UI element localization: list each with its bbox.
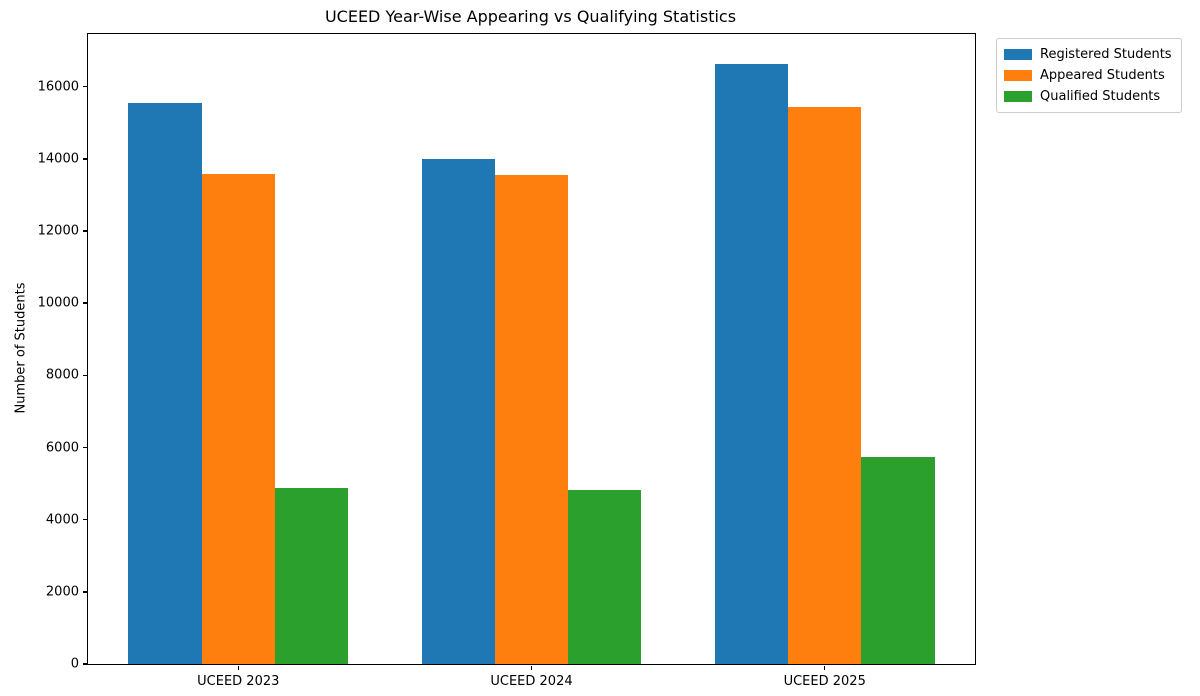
chart-title: UCEED Year-Wise Appearing vs Qualifying … [324, 7, 737, 26]
y-tick-label: 12000 [37, 223, 79, 239]
bar-appeared-students-uceed-2023 [201, 173, 275, 664]
x-tick-label: UCEED 2023 [197, 674, 280, 689]
x-tick-label: UCEED 2024 [490, 674, 573, 689]
y-tick-label: 4000 [45, 512, 79, 528]
y-tick-mark [83, 85, 87, 88]
bar-registered-students-uceed-2025 [714, 63, 789, 664]
legend-swatch [1004, 91, 1032, 102]
y-tick-label: 8000 [45, 367, 79, 383]
y-tick-mark [83, 518, 87, 521]
legend-label: Registered Students [1040, 47, 1172, 62]
y-tick-label: 6000 [45, 440, 79, 455]
bar-qualified-students-uceed-2023 [274, 487, 349, 664]
y-tick-mark [83, 446, 87, 449]
y-tick-label: 10000 [37, 295, 79, 311]
x-tick-mark [530, 666, 533, 670]
y-tick-label: 14000 [37, 151, 79, 167]
legend-swatch [1004, 70, 1032, 81]
legend-row: Appeared Students [1004, 65, 1172, 86]
legend-label: Qualified Students [1040, 89, 1161, 104]
bar-appeared-students-uceed-2024 [494, 175, 569, 664]
x-tick-mark [237, 666, 239, 670]
bar-registered-students-uceed-2024 [421, 159, 495, 664]
y-tick-mark [83, 158, 87, 160]
y-tick-mark [83, 302, 87, 304]
y-tick-label: 2000 [45, 584, 79, 600]
bar-appeared-students-uceed-2025 [788, 107, 862, 664]
plot-area: 0 2000 4000 6000 8000 10000 12000 14000 16000 UCE… [38, 33, 976, 689]
legend-row: Registered Students [1004, 44, 1172, 65]
y-tick-mark [83, 374, 87, 377]
x-tick-mark [824, 666, 826, 670]
legend: Registered Students Appeared Students Qual… [996, 38, 1182, 113]
y-tick-mark [83, 230, 87, 232]
bar-registered-students-uceed-2023 [128, 102, 202, 664]
y-tick-label: 0 [70, 656, 79, 672]
y-tick-mark [83, 591, 87, 593]
y-tick-mark [83, 663, 87, 665]
bar-qualified-students-uceed-2024 [568, 490, 642, 664]
legend-swatch [1004, 49, 1032, 60]
y-axis-label: Number of Students [13, 282, 29, 414]
y-tick-label: 16000 [37, 79, 79, 95]
bar-qualified-students-uceed-2025 [861, 456, 935, 664]
legend-row: Qualified Students [1004, 86, 1172, 107]
x-tick-label: UCEED 2025 [783, 674, 866, 689]
legend-label: Appeared Students [1040, 68, 1165, 83]
